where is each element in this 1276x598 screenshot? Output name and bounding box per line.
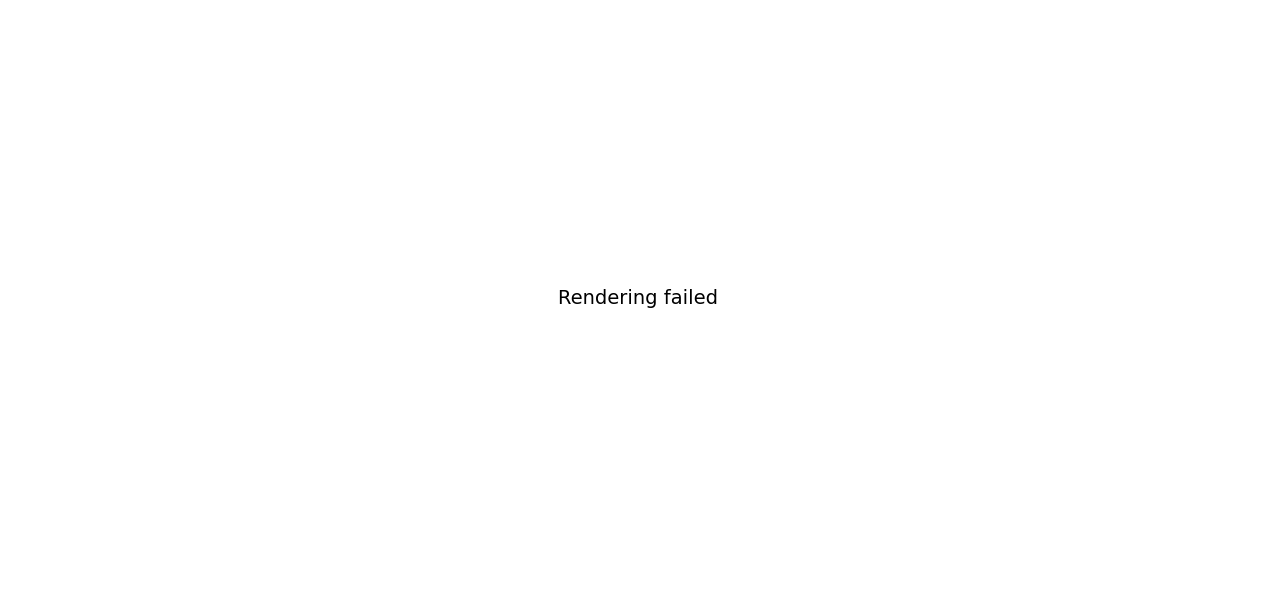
Text: Rendering failed: Rendering failed [558, 289, 718, 309]
